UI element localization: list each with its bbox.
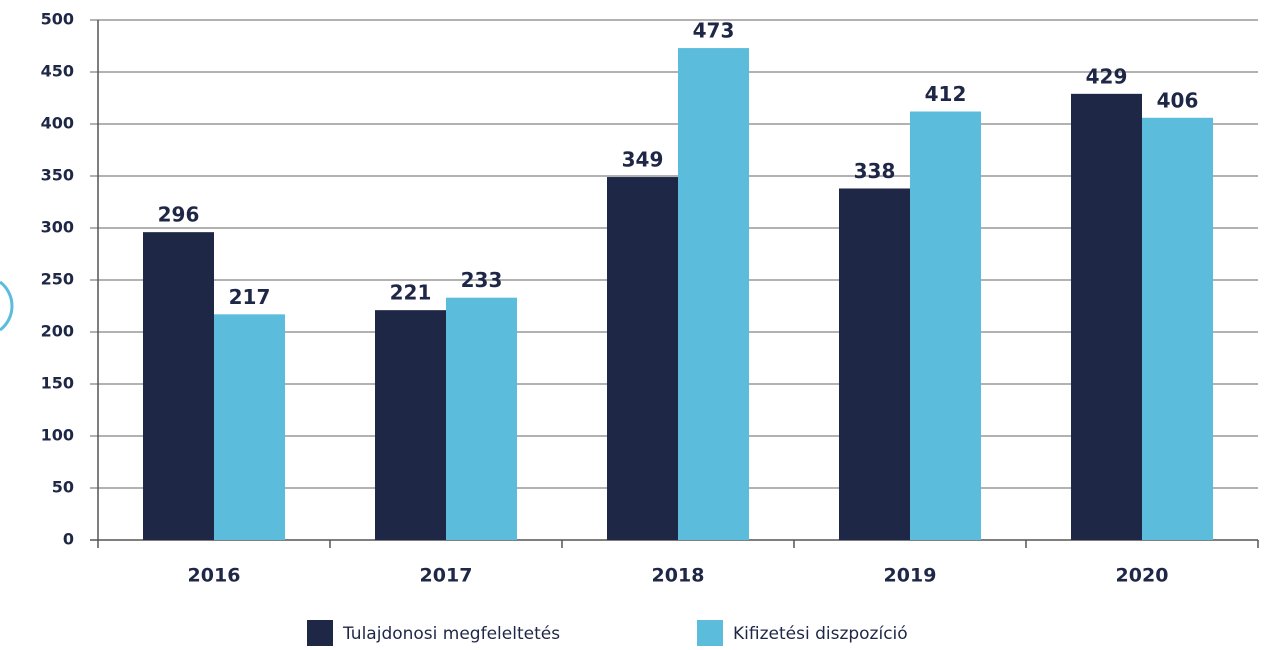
x-tick-label: 2019 <box>884 565 937 587</box>
y-tick-label: 100 <box>41 426 74 445</box>
bar <box>910 111 981 541</box>
y-tick-label: 150 <box>41 374 74 393</box>
data-label: 221 <box>390 281 432 305</box>
x-tick-label: 2020 <box>1116 565 1169 587</box>
bar <box>1142 117 1213 540</box>
legend-label: Tulajdonosi megfeleltetés <box>342 624 560 644</box>
y-tick-label: 350 <box>41 166 74 185</box>
x-tick-label: 2018 <box>652 565 705 587</box>
data-label: 406 <box>1157 88 1199 112</box>
data-label: 296 <box>158 203 200 227</box>
y-tick-label: 300 <box>41 218 74 237</box>
bar <box>214 314 285 540</box>
data-label: 473 <box>693 19 735 43</box>
data-label: 429 <box>1086 64 1128 88</box>
bar <box>607 177 678 541</box>
legend-swatch <box>697 620 723 646</box>
y-tick-label: 250 <box>41 270 74 289</box>
data-label: 217 <box>229 285 271 309</box>
bar <box>839 188 910 541</box>
bar <box>1071 93 1142 540</box>
bar <box>678 48 749 540</box>
y-tick-label: 450 <box>41 62 74 81</box>
x-tick-label: 2017 <box>420 565 473 587</box>
data-label: 349 <box>622 148 664 172</box>
bar <box>375 310 446 540</box>
y-tick-label: 50 <box>52 478 74 497</box>
y-tick-label: 200 <box>41 322 74 341</box>
legend-swatch <box>307 620 333 646</box>
data-label: 338 <box>854 159 896 183</box>
bar <box>143 232 214 540</box>
data-label: 233 <box>461 268 503 292</box>
legend-label: Kifizetési diszpozíció <box>733 624 908 644</box>
bar <box>446 297 517 540</box>
x-tick-label: 2016 <box>188 565 241 587</box>
decoration <box>0 280 14 332</box>
y-tick-label: 500 <box>41 10 74 29</box>
y-tick-label: 400 <box>41 114 74 133</box>
y-tick-label: 0 <box>63 530 74 549</box>
data-label: 412 <box>925 82 967 106</box>
